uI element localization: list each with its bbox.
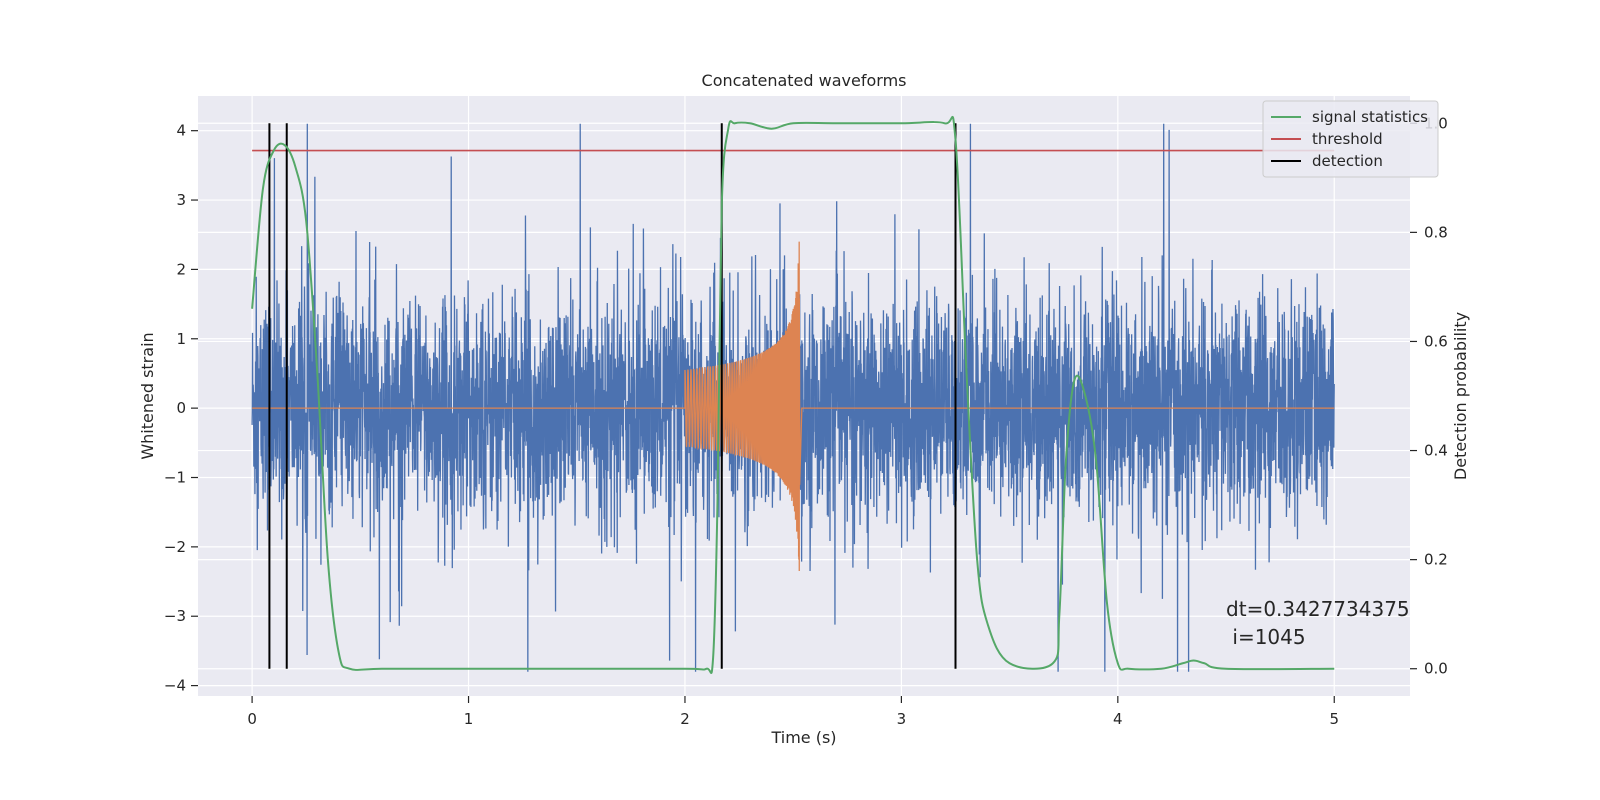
x-axis: 0 1 2 3 4 5	[247, 696, 1339, 728]
x-tick-label-0: 0	[247, 710, 257, 728]
y-axis-label: Whitened strain	[138, 332, 157, 459]
signal-statistics-line	[251, 115, 1335, 674]
left-tick-label-5: 1	[176, 330, 186, 348]
x-tick-label-5: 5	[1329, 710, 1339, 728]
right-tick-label-4: 0.8	[1424, 223, 1448, 241]
right-tick-label-2: 0.4	[1424, 442, 1448, 460]
x-tick-label-3: 3	[897, 710, 907, 728]
left-tick-label-8: 4	[176, 122, 186, 140]
injected-waveform-series	[252, 241, 1335, 571]
legend: signal statistics threshold detection	[1262, 100, 1439, 178]
x-tick-label-1: 1	[464, 710, 474, 728]
right-tick-label-1: 0.2	[1424, 551, 1448, 569]
left-tick-label-0: −4	[164, 677, 186, 695]
legend-label-2: detection	[1312, 152, 1383, 170]
signal-statistics-series	[251, 115, 1335, 674]
legend-box	[1262, 100, 1439, 178]
right-tick-label-0: 0.0	[1424, 660, 1448, 678]
x-tick-label-2: 2	[680, 710, 690, 728]
left-tick-label-7: 3	[176, 191, 186, 209]
y2-axis-label: Detection probability	[1451, 312, 1470, 480]
left-tick-label-2: −2	[164, 538, 186, 556]
right-tick-label-3: 0.6	[1424, 332, 1448, 350]
left-tick-label-3: −1	[164, 469, 186, 487]
left-y-axis: −4 −3 −2 −1 0 1 2 3 4	[164, 122, 198, 695]
chart-title: Concatenated waveforms	[702, 71, 907, 90]
annotation-dt: dt=0.3427734375	[1226, 597, 1410, 621]
left-tick-label-1: −3	[164, 607, 186, 625]
legend-label-1: threshold	[1312, 130, 1383, 148]
left-tick-label-4: 0	[176, 399, 186, 417]
left-tick-label-6: 2	[176, 260, 186, 278]
x-axis-label: Time (s)	[770, 728, 836, 747]
injected-waveform-line	[252, 241, 1335, 571]
legend-label-0: signal statistics	[1312, 108, 1428, 126]
right-y-axis: 0.00.20.40.60.81.0	[1410, 114, 1448, 678]
annotation-i: i=1045	[1226, 625, 1306, 649]
detection-lines	[268, 123, 957, 669]
x-tick-label-4: 4	[1113, 710, 1123, 728]
